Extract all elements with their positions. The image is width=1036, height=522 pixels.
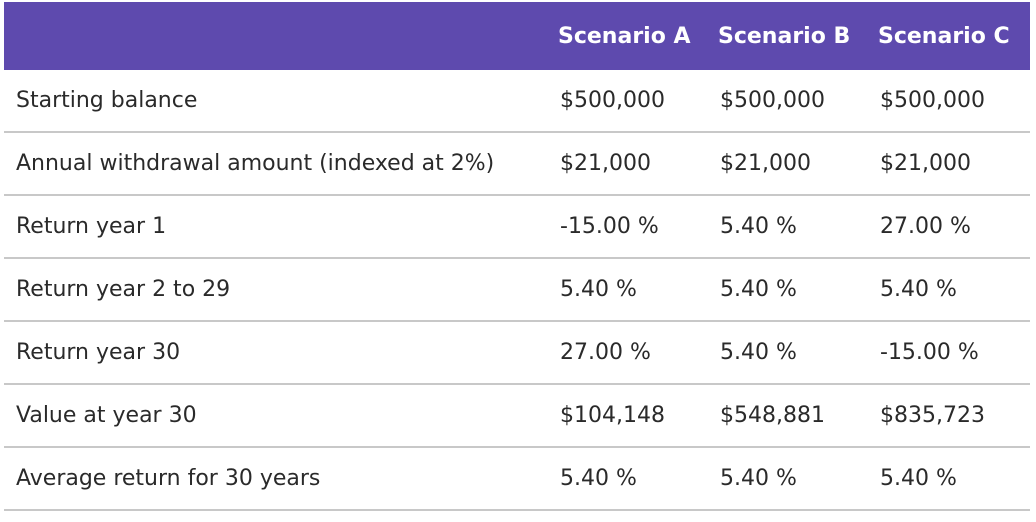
- table-row: Starting balance $500,000 $500,000 $500,…: [4, 70, 1030, 133]
- table-row: Return year 1 -15.00 % 5.40 % 27.00 %: [4, 196, 1030, 259]
- header-cell-scenario-a: Scenario A: [558, 23, 691, 49]
- header-cell-scenario-c: Scenario C: [878, 23, 1010, 49]
- cell-scenario-b: 5.40 %: [720, 277, 797, 302]
- cell-scenario-a: $500,000: [560, 88, 665, 113]
- cell-scenario-a: $21,000: [560, 151, 651, 176]
- row-label: Value at year 30: [16, 403, 197, 428]
- cell-scenario-a: 5.40 %: [560, 466, 637, 491]
- cell-scenario-b: 5.40 %: [720, 340, 797, 365]
- table-row: Average return for 30 years 5.40 % 5.40 …: [4, 448, 1030, 511]
- row-label: Return year 1: [16, 214, 167, 239]
- table-row: Return year 2 to 29 5.40 % 5.40 % 5.40 %: [4, 259, 1030, 322]
- cell-scenario-c: 5.40 %: [880, 277, 957, 302]
- table-row: Value at year 30 $104,148 $548,881 $835,…: [4, 385, 1030, 448]
- cell-scenario-a: 27.00 %: [560, 340, 651, 365]
- header-cell-scenario-b: Scenario B: [718, 23, 851, 49]
- cell-scenario-a: 5.40 %: [560, 277, 637, 302]
- row-label: Return year 2 to 29: [16, 277, 231, 302]
- cell-scenario-c: -15.00 %: [880, 340, 979, 365]
- cell-scenario-b: $500,000: [720, 88, 825, 113]
- cell-scenario-b: 5.40 %: [720, 466, 797, 491]
- cell-scenario-b: $548,881: [720, 403, 825, 428]
- cell-scenario-c: $835,723: [880, 403, 985, 428]
- scenario-comparison-table: Scenario A Scenario B Scenario C Startin…: [4, 2, 1030, 511]
- row-label: Average return for 30 years: [16, 466, 321, 491]
- cell-scenario-a: $104,148: [560, 403, 665, 428]
- cell-scenario-c: $21,000: [880, 151, 971, 176]
- table-row: Return year 30 27.00 % 5.40 % -15.00 %: [4, 322, 1030, 385]
- row-label: Annual withdrawal amount (indexed at 2%): [16, 151, 495, 176]
- cell-scenario-c: 5.40 %: [880, 466, 957, 491]
- cell-scenario-c: 27.00 %: [880, 214, 971, 239]
- table-header-row: Scenario A Scenario B Scenario C: [4, 2, 1030, 70]
- row-label: Starting balance: [16, 88, 198, 113]
- table-row: Annual withdrawal amount (indexed at 2%)…: [4, 133, 1030, 196]
- cell-scenario-b: $21,000: [720, 151, 811, 176]
- cell-scenario-a: -15.00 %: [560, 214, 659, 239]
- row-label: Return year 30: [16, 340, 181, 365]
- cell-scenario-b: 5.40 %: [720, 214, 797, 239]
- cell-scenario-c: $500,000: [880, 88, 985, 113]
